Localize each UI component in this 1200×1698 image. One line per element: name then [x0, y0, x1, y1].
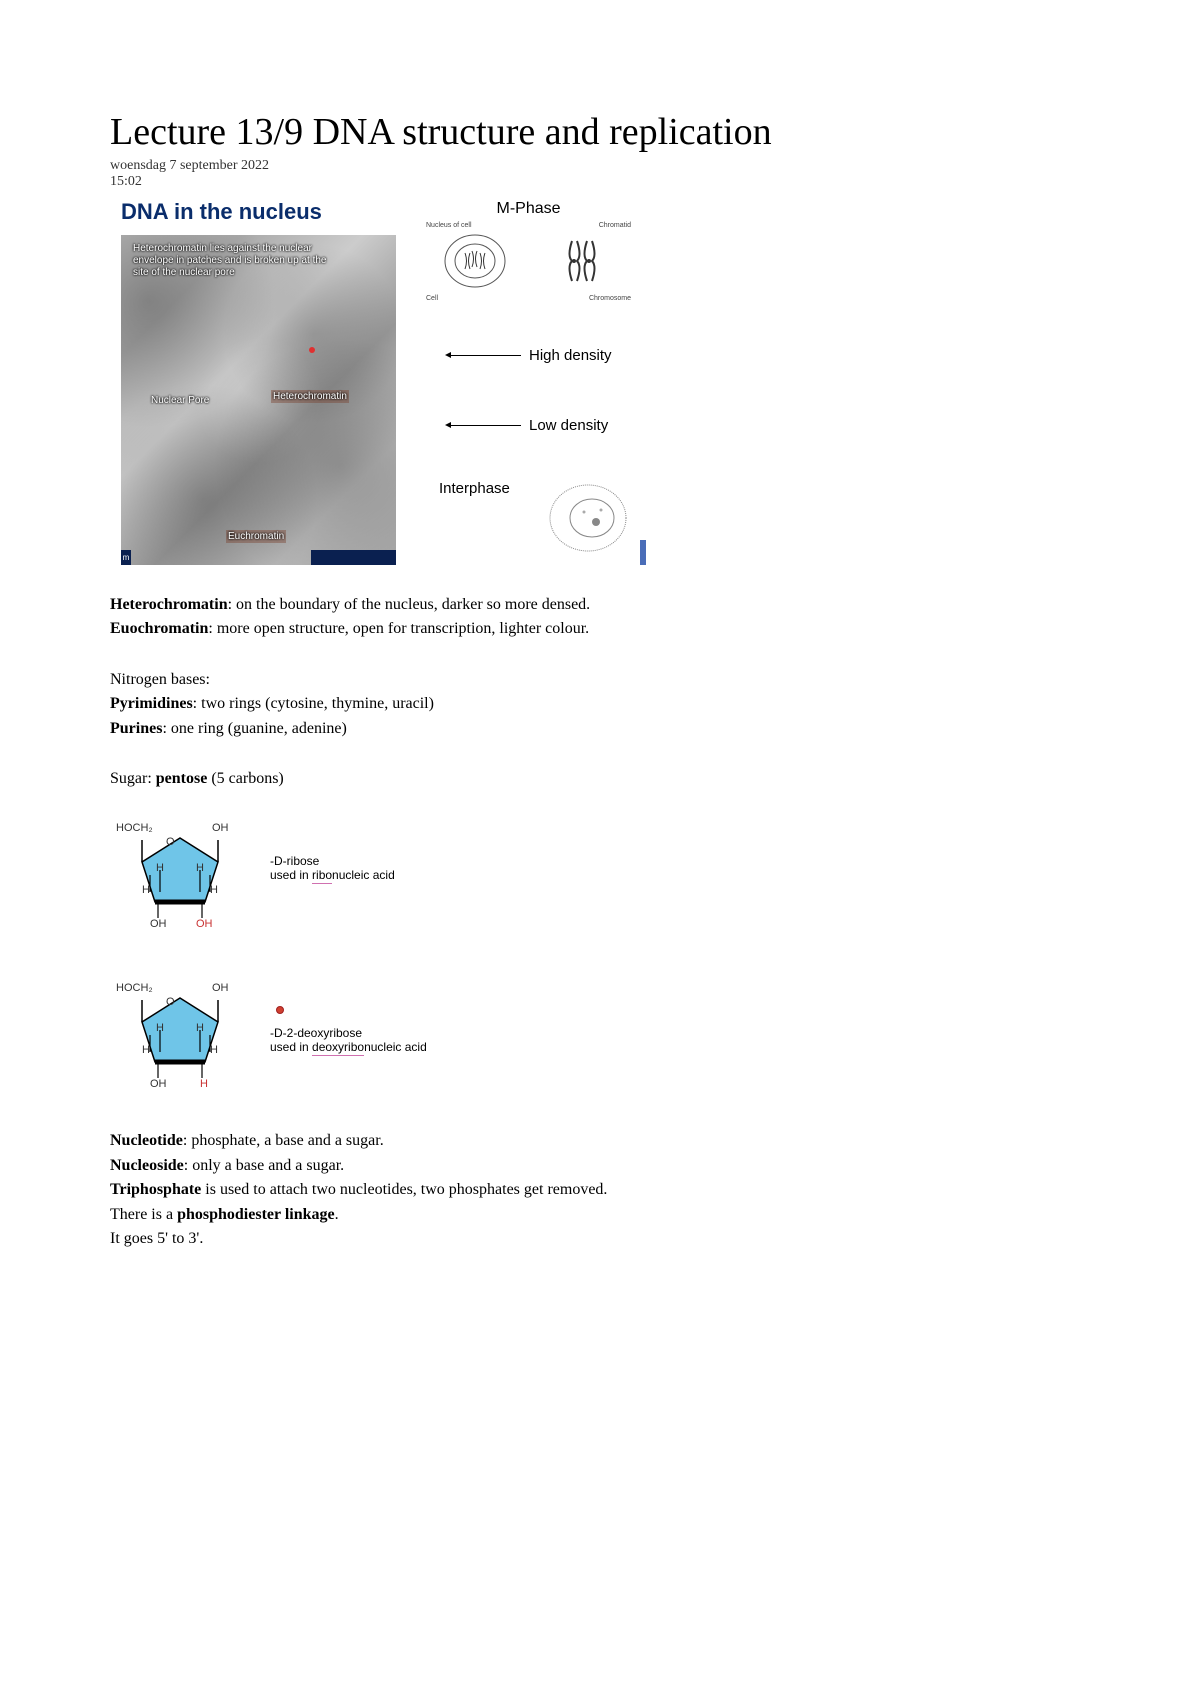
linkage-term: phosphodiester linkage [177, 1206, 335, 1223]
em-bottom-bar-right [311, 550, 396, 565]
deoxy-h1: H [156, 1022, 164, 1034]
arrow-low-density [451, 425, 521, 426]
nucleus-mini-label: Nucleus of cell [426, 222, 472, 229]
ribose-structure: HOCH₂ OH O H H H H OH OH [110, 800, 250, 935]
ribose-oh-br: OH [196, 918, 213, 930]
deoxy-oh-bl: OH [150, 1078, 167, 1090]
red-marker-icon [309, 347, 315, 353]
deoxyribose-name: -D-2-deoxyribose [270, 1026, 362, 1040]
ribose-svg [110, 800, 250, 935]
ribose-oh-tr: OH [212, 822, 229, 834]
triphosphate-term: Triphosphate [110, 1181, 201, 1198]
slide-blue-bar [640, 540, 646, 565]
ribose-o: O [166, 836, 175, 848]
heterochromatin-def: : on the boundary of the nucleus, darker… [228, 596, 591, 613]
ribose-hoch2: HOCH₂ [116, 822, 153, 834]
deoxy-h2: H [196, 1022, 204, 1034]
deoxy-used-underlined: deoxyribo [312, 1040, 364, 1056]
meta-date: woensdag 7 september 2022 [110, 158, 1090, 174]
deoxy-o: O [166, 996, 175, 1008]
chromatid-mini-label: Chromatid [599, 222, 631, 229]
euochromatin-def: : more open structure, open for transcri… [208, 620, 589, 637]
nucleoside-term: Nucleoside [110, 1157, 184, 1174]
nucleotide-def: : phosphate, a base and a sugar. [183, 1132, 384, 1149]
chromatid-icon [547, 231, 617, 291]
cell-mini-label: Cell [426, 295, 438, 302]
direction-text: It goes 5' to 3'. [110, 1228, 1090, 1250]
page-title: Lecture 13/9 DNA structure and replicati… [110, 110, 1090, 154]
interphase-label: Interphase [439, 480, 510, 497]
pyrimidines-def: : two rings (cytosine, thymine, uracil) [193, 695, 434, 712]
pyrimidines-term: Pyrimidines [110, 695, 193, 712]
linkage-suffix: . [335, 1206, 339, 1223]
notes-bases: Nitrogen bases: Pyrimidines: two rings (… [110, 669, 1090, 740]
low-density-label: Low density [529, 417, 608, 434]
heterochromatin-term: Heterochromatin [110, 596, 228, 613]
deoxyribose-svg [110, 960, 250, 1095]
label-nuclear-pore: Nuclear Pore [151, 395, 209, 406]
sugar-prefix: Sugar: [110, 770, 156, 787]
nucleoside-def: : only a base and a sugar. [184, 1157, 344, 1174]
nucleotide-term: Nucleotide [110, 1132, 183, 1149]
deoxy-h4: H [210, 1044, 218, 1056]
mphase-title: M-Phase [411, 200, 646, 218]
purines-def: : one ring (guanine, adenine) [162, 720, 346, 737]
deoxy-hoch2: HOCH₂ [116, 982, 153, 994]
notes-sugar: Sugar: pentose (5 carbons) [110, 768, 1090, 790]
linkage-prefix: There is a [110, 1206, 177, 1223]
ribose-label: -D-ribose used in ribonucleic acid [270, 854, 395, 882]
ribose-name: -D-ribose [270, 854, 319, 868]
deoxyribose-structure: HOCH₂ OH O H H H H OH H [110, 960, 250, 1095]
ribose-h3: H [142, 884, 150, 896]
ribose-h2: H [196, 862, 204, 874]
mphase-cell-icon [440, 231, 510, 291]
deoxy-used-prefix: used in [270, 1040, 312, 1054]
euochromatin-term: Euochromatin [110, 620, 208, 637]
ribose-used-prefix: used in [270, 868, 312, 882]
deoxy-h-br: H [200, 1078, 208, 1090]
deoxy-oh-tr: OH [212, 982, 229, 994]
ribose-used-suffix: nucleic acid [332, 868, 395, 882]
label-nuclear-pore-text: Nuclear Pore [151, 395, 209, 406]
em-micrograph: Heterochromatin lies against the nuclear… [121, 235, 396, 565]
slide-right-panel: M-Phase Nucleus of cell Chromatid Cell C… [411, 200, 646, 565]
deoxyribose-row: HOCH₂ OH O H H H H OH H -D-2-deoxyribose… [110, 960, 427, 1095]
ribose-row: HOCH₂ OH O H H H H OH OH -D-ribose used … [110, 800, 395, 935]
notes-nucleotide: Nucleotide: phosphate, a base and a suga… [110, 1130, 1090, 1250]
triphosphate-def: is used to attach two nucleotides, two p… [201, 1181, 607, 1198]
sugar-suffix: (5 carbons) [207, 770, 283, 787]
slide-container: DNA in the nucleus Heterochromatin lies … [110, 194, 650, 574]
mini-labels-row-2: Cell Chromosome [411, 295, 646, 302]
label-euchromatin: Euchromatin [226, 530, 286, 543]
purines-term: Purines [110, 720, 162, 737]
deoxy-h3: H [142, 1044, 150, 1056]
interphase-cell-icon [546, 480, 631, 555]
em-caption: Heterochromatin lies against the nuclear… [133, 243, 333, 279]
ribose-used-underlined: ribo [312, 868, 332, 884]
arrow-high-density [451, 355, 521, 356]
mphase-diagrams [411, 231, 646, 291]
ribose-h4: H [210, 884, 218, 896]
deoxyribose-label: -D-2-deoxyribose used in deoxyribonuclei… [270, 1002, 427, 1054]
nitrogen-bases-heading: Nitrogen bases: [110, 669, 1090, 691]
deoxy-used-suffix: nucleic acid [364, 1040, 427, 1054]
em-bottom-bar-left: m [121, 550, 131, 565]
ribose-h1: H [156, 862, 164, 874]
sugar-diagrams: HOCH₂ OH O H H H H OH OH -D-ribose used … [110, 800, 510, 1110]
notes-chromatin: Heterochromatin: on the boundary of the … [110, 594, 1090, 641]
label-heterochromatin: Heterochromatin [271, 390, 349, 403]
mini-labels-row: Nucleus of cell Chromatid [411, 222, 646, 229]
red-marker-icon-2 [276, 1006, 284, 1014]
ribose-oh-bl: OH [150, 918, 167, 930]
chromosome-mini-label: Chromosome [589, 295, 631, 302]
sugar-term: pentose [156, 770, 208, 787]
meta-time: 15:02 [110, 174, 1090, 190]
high-density-label: High density [529, 347, 612, 364]
